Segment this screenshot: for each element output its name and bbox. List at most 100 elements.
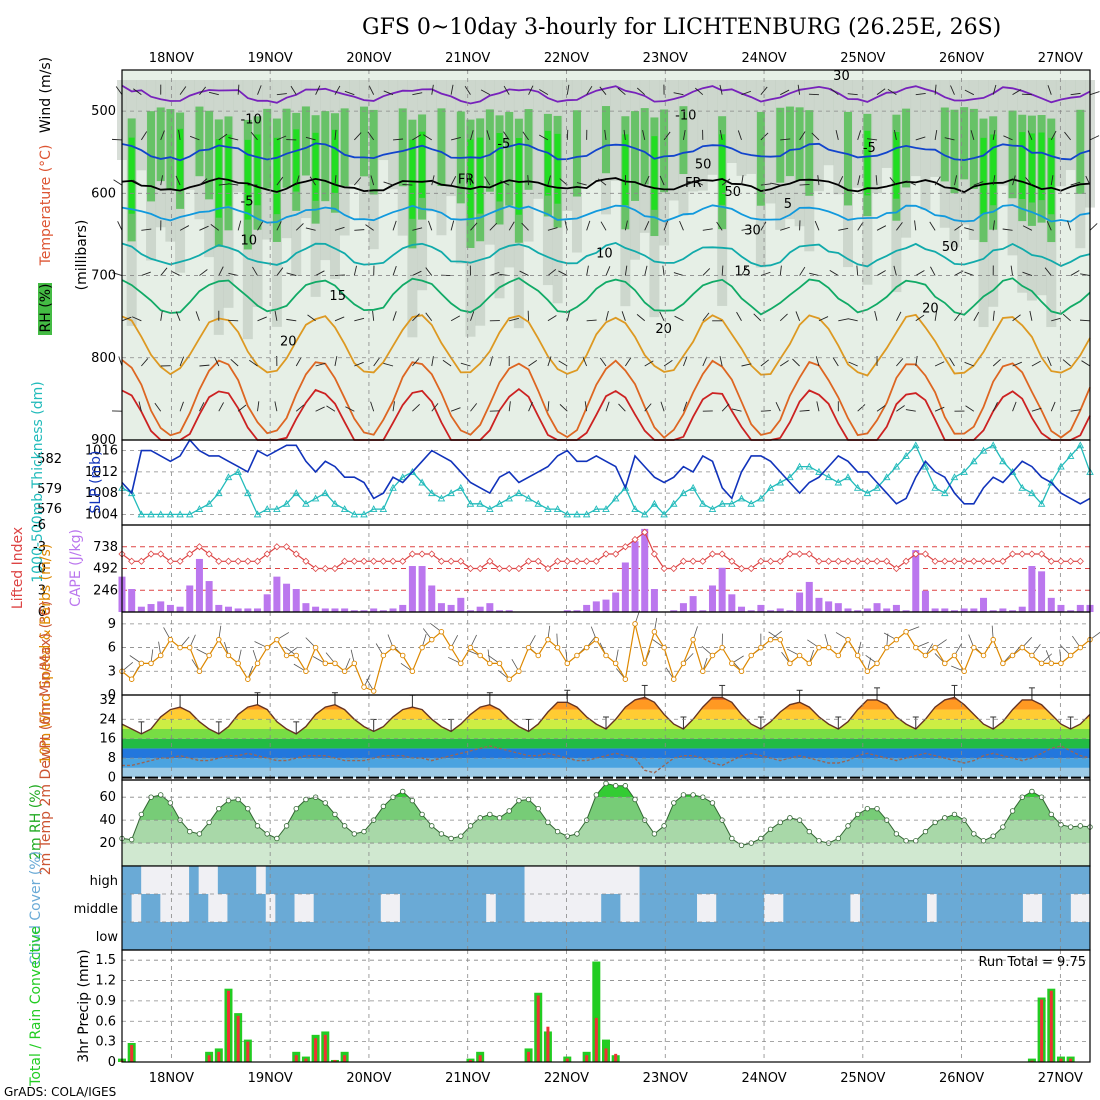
- date-label-bottom: 21NOV: [445, 1071, 490, 1086]
- wind-barb: [832, 357, 839, 367]
- rh-point: [661, 823, 667, 829]
- lifted-point: [873, 557, 881, 565]
- thickness-axis-label: 1000-500mb Thickness (dm): [30, 381, 46, 582]
- rh-band-grey: [813, 80, 824, 192]
- rh-band-green: [969, 108, 978, 189]
- thickness-point: [466, 499, 475, 507]
- lifted-point: [592, 557, 600, 565]
- thickness-point: [960, 467, 968, 475]
- wind-speed-point: [545, 636, 551, 643]
- cloud-cell-low: [150, 922, 161, 950]
- precip-convective-bar: [304, 1058, 308, 1062]
- rh-point: [729, 835, 735, 842]
- cloud-cell-high: [946, 866, 957, 894]
- rh-point: [622, 783, 629, 789]
- thickness-point: [263, 505, 271, 513]
- precip-convective-bar: [527, 1051, 531, 1062]
- cloud-cell-high: [1013, 866, 1024, 894]
- cape-bar: [602, 599, 610, 612]
- lifted-point: [350, 557, 358, 565]
- thickness-point: [137, 510, 146, 518]
- wind-barb: [528, 359, 538, 367]
- cape-bar: [1067, 610, 1075, 612]
- wind-barb: [847, 93, 858, 96]
- wind-barb: [257, 221, 264, 231]
- thickness-point: [1008, 467, 1017, 475]
- wind-speed-point: [477, 652, 483, 659]
- lifted-point: [689, 557, 697, 565]
- lifted-point: [1076, 557, 1084, 565]
- contour-label: 50: [725, 185, 742, 200]
- wind-barb: [412, 92, 423, 96]
- lifted-point: [389, 557, 397, 565]
- wind-barb: [1012, 361, 1022, 367]
- wind-barb: [566, 310, 571, 321]
- cape-bar: [244, 608, 252, 612]
- wind-barb: [780, 89, 790, 96]
- cloud-cell-high: [649, 866, 660, 894]
- lifted-point: [834, 557, 842, 565]
- wind-barb: [307, 314, 316, 322]
- cape-bar: [137, 606, 145, 612]
- date-label-top: 24NOV: [741, 51, 786, 66]
- wind-barb: [470, 222, 478, 231]
- cloud-cell-low: [716, 922, 727, 950]
- cloud-cell-high: [1032, 866, 1043, 894]
- lifted-point: [1018, 550, 1026, 558]
- cloud-cell-low: [227, 922, 238, 950]
- lifted-point: [854, 557, 862, 565]
- wind-barb: [111, 138, 123, 141]
- wind-barb: [195, 311, 200, 321]
- wind-barb: [1070, 92, 1081, 96]
- precip-convective-bar: [565, 1058, 569, 1062]
- rh-band-bright: [515, 138, 522, 215]
- wind-speed-point: [622, 676, 629, 682]
- wind-barb: [538, 134, 549, 141]
- lifted-point: [679, 557, 688, 565]
- wind-speed-point: [1058, 660, 1064, 667]
- wind-barb: [383, 181, 394, 186]
- contour-label: 15: [734, 265, 751, 280]
- wind-barb: [315, 270, 325, 276]
- wind-barb: [295, 223, 304, 231]
- wind-speed-point: [1019, 644, 1025, 651]
- wind-barb: [353, 177, 362, 186]
- cloud-cell-middle: [917, 894, 928, 922]
- wind-barb: [875, 175, 878, 186]
- wind-barb: [702, 268, 711, 276]
- cape-bar: [573, 610, 581, 612]
- wind-barb: [117, 221, 123, 231]
- thickness-point: [253, 510, 262, 518]
- thickness-point: [321, 489, 330, 497]
- wind-barb: [559, 178, 568, 186]
- contour-label: -10: [675, 108, 696, 123]
- cloud-cell-low: [409, 922, 420, 950]
- rh-point: [545, 819, 551, 826]
- wind-speed-point: [157, 652, 164, 659]
- wind-barb: [799, 266, 806, 276]
- date-label-bottom: 18NOV: [149, 1071, 194, 1086]
- cloud-axis-label: Cloud Cover (%): [28, 851, 44, 965]
- wind-barb: [663, 220, 668, 231]
- lifted-point: [282, 543, 291, 551]
- wind-barb: [719, 84, 723, 95]
- wind-barb: [373, 357, 380, 367]
- wind-speed-point: [777, 636, 783, 643]
- lifted-point: [1057, 557, 1065, 565]
- wind-barb: [682, 129, 686, 140]
- wind-barb: [663, 131, 671, 141]
- wind-barb: [354, 229, 365, 231]
- cloud-cell-low: [169, 922, 180, 950]
- lifted-point: [989, 557, 997, 565]
- wind-barb: [693, 179, 704, 186]
- cape-bar: [408, 566, 416, 612]
- wind-barb: [431, 403, 439, 412]
- lifted-point: [970, 557, 978, 565]
- rh-band-bright: [1048, 137, 1055, 215]
- rh-point: [864, 805, 871, 812]
- rh-band-grey: [881, 80, 892, 168]
- wind-speed-point: [1048, 660, 1055, 667]
- lifted-point: [766, 557, 775, 565]
- cloud-cell-middle: [284, 894, 295, 922]
- cloud-cell-low: [419, 922, 430, 950]
